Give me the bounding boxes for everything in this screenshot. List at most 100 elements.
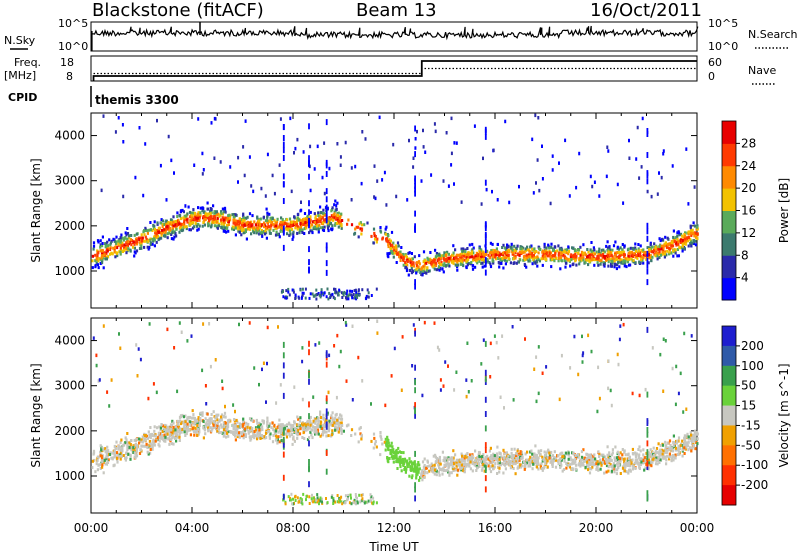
power-cell — [602, 263, 605, 267]
power-cell — [239, 226, 242, 230]
power-cell — [163, 223, 166, 226]
velocity-cell — [395, 460, 398, 464]
power-cell — [204, 212, 207, 216]
velocity-cell — [619, 472, 622, 475]
power-cell — [637, 249, 640, 253]
power-cell — [407, 251, 410, 255]
velocity-cell — [539, 453, 542, 456]
power-cell — [491, 242, 494, 246]
velocity-cell — [152, 438, 155, 442]
power-cell — [264, 225, 267, 228]
power-cell — [677, 231, 681, 235]
power-cell — [233, 221, 236, 225]
velocity-cell — [312, 419, 315, 423]
velocity-cell — [687, 437, 690, 441]
velocity-cell — [676, 448, 679, 452]
power-cell — [402, 256, 405, 259]
power-cell — [255, 231, 258, 235]
power-cell — [266, 152, 269, 157]
power-cell — [121, 123, 124, 127]
velocity-cell — [510, 447, 513, 451]
velocity-cell — [126, 432, 129, 435]
power-cell — [510, 242, 513, 246]
power-cell — [437, 253, 441, 257]
power-cell — [486, 259, 489, 263]
power-cell — [347, 297, 350, 301]
power-cell — [331, 224, 334, 228]
velocity-cell — [668, 439, 672, 443]
velocity-cell — [638, 453, 641, 457]
power-cell — [571, 246, 574, 250]
power-cell — [551, 249, 555, 253]
velocity-cell — [510, 451, 513, 455]
velocity-cell — [597, 462, 600, 466]
power-cell — [146, 245, 149, 249]
velocity-cell — [552, 456, 556, 460]
velocity-cell — [388, 457, 391, 460]
power-cell — [240, 233, 243, 237]
power-cell — [615, 251, 619, 255]
velocity-cell — [672, 434, 675, 438]
velocity-cell — [290, 433, 294, 436]
power-cell — [416, 269, 419, 273]
velocity-cell — [411, 474, 414, 478]
power-cell — [132, 241, 135, 245]
velocity-cell — [479, 457, 482, 461]
power-cell — [411, 257, 414, 261]
power-cell — [488, 256, 491, 260]
power-cell — [193, 211, 196, 215]
velocity-cell — [684, 442, 687, 446]
power-cell — [347, 218, 350, 222]
velocity-cell — [580, 450, 583, 454]
power-cell — [351, 296, 354, 300]
power-cell — [106, 245, 109, 249]
power-cell — [264, 232, 267, 236]
velocity-cell — [530, 449, 533, 453]
velocity-cell — [256, 437, 259, 441]
power-cell — [434, 129, 437, 134]
power-cell — [534, 113, 537, 118]
power-cell — [644, 251, 647, 255]
power-cell — [412, 156, 415, 160]
power-cell — [511, 250, 514, 254]
power-cell — [570, 253, 573, 257]
velocity-cell — [276, 440, 280, 444]
velocity-cell — [435, 457, 438, 460]
velocity-cell — [432, 468, 435, 472]
power-cell — [375, 287, 378, 291]
power-cell — [572, 246, 575, 250]
power-cell — [549, 258, 552, 262]
power-cell — [681, 234, 684, 238]
power-cell — [693, 234, 696, 238]
power-cell — [670, 251, 673, 255]
velocity-cell — [185, 432, 188, 436]
power-cell — [283, 221, 287, 225]
power-cell — [648, 246, 651, 250]
power-cell — [335, 204, 338, 208]
power-cell — [250, 232, 253, 236]
power-cell — [274, 224, 277, 228]
velocity-cell — [423, 464, 426, 467]
velocity-cell — [513, 459, 516, 463]
power-cell — [385, 225, 388, 229]
velocity-cell — [171, 428, 174, 432]
velocity-cell — [225, 426, 228, 430]
velocity-cell — [588, 459, 591, 463]
power-cell — [573, 254, 576, 258]
power-cell — [462, 254, 465, 258]
power-cell — [209, 210, 212, 213]
power-cell — [308, 259, 310, 266]
velocity-cell — [494, 462, 497, 466]
velocity-cell — [212, 425, 215, 429]
power-cell — [96, 263, 99, 267]
power-cell — [115, 235, 118, 239]
power-cell — [233, 213, 236, 216]
power-cell — [598, 247, 601, 251]
velocity-cell — [418, 467, 421, 471]
power-cell — [183, 214, 186, 218]
velocity-colorbar-segment — [722, 365, 736, 387]
power-cell — [233, 219, 236, 223]
velocity-cell — [157, 431, 160, 435]
power-cell — [529, 245, 532, 249]
power-cell — [423, 266, 426, 270]
